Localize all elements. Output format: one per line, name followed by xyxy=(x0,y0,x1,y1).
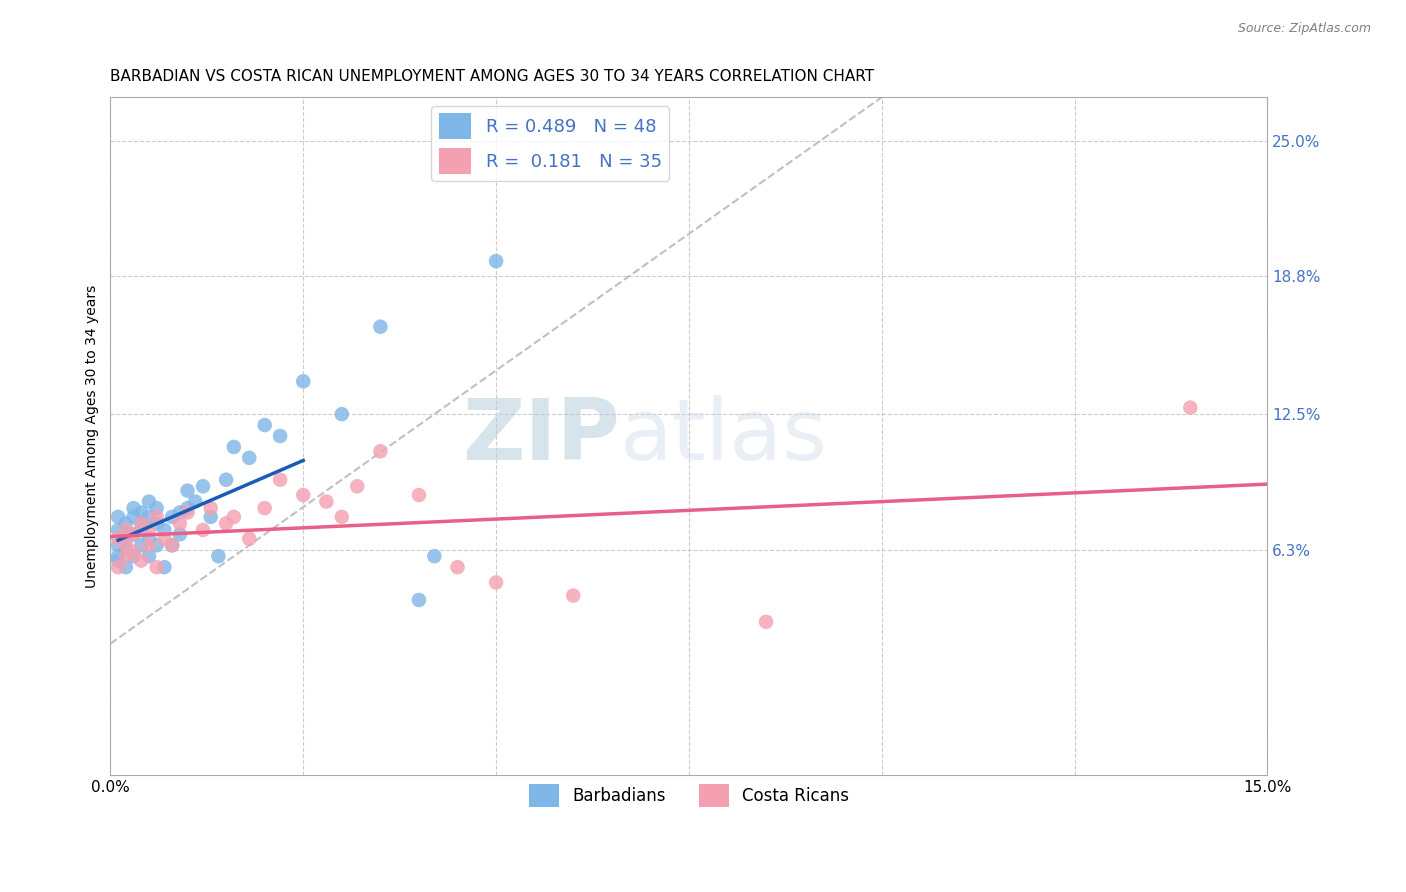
Point xyxy=(269,429,291,443)
Point xyxy=(145,560,167,574)
Point xyxy=(138,549,160,564)
Point xyxy=(115,523,138,537)
Point xyxy=(222,440,245,454)
Point xyxy=(107,538,129,552)
Point xyxy=(115,549,138,564)
Point xyxy=(115,538,138,552)
Point xyxy=(129,516,152,531)
Point xyxy=(129,553,152,567)
Point xyxy=(238,532,260,546)
Point xyxy=(153,560,176,574)
Point xyxy=(122,501,145,516)
Point xyxy=(138,538,160,552)
Point xyxy=(253,501,276,516)
Point xyxy=(408,488,430,502)
Point xyxy=(122,545,145,559)
Point xyxy=(138,509,160,524)
Point xyxy=(129,516,152,531)
Point xyxy=(153,532,176,546)
Point xyxy=(370,444,392,458)
Point xyxy=(107,560,129,574)
Text: ZIP: ZIP xyxy=(461,394,620,477)
Point xyxy=(755,615,778,629)
Point xyxy=(1180,401,1202,415)
Point xyxy=(191,479,214,493)
Point xyxy=(115,527,138,541)
Point xyxy=(207,549,229,564)
Point xyxy=(169,506,191,520)
Point xyxy=(115,542,138,557)
Point xyxy=(160,538,183,552)
Text: atlas: atlas xyxy=(620,394,828,477)
Point xyxy=(346,479,368,493)
Point xyxy=(122,527,145,541)
Point xyxy=(160,509,183,524)
Point xyxy=(129,523,152,537)
Point xyxy=(122,527,145,541)
Point xyxy=(408,593,430,607)
Point xyxy=(176,483,198,498)
Point xyxy=(191,523,214,537)
Point xyxy=(129,538,152,552)
Point xyxy=(184,494,207,508)
Point xyxy=(122,549,145,564)
Point xyxy=(330,407,353,421)
Point xyxy=(238,450,260,465)
Point xyxy=(562,589,585,603)
Point xyxy=(160,538,183,552)
Point xyxy=(215,516,238,531)
Point xyxy=(115,560,138,574)
Point xyxy=(292,375,315,389)
Point xyxy=(269,473,291,487)
Point xyxy=(292,488,315,502)
Legend: Barbadians, Costa Ricans: Barbadians, Costa Ricans xyxy=(522,777,856,814)
Point xyxy=(122,509,145,524)
Point xyxy=(485,254,508,268)
Point xyxy=(107,553,129,567)
Point xyxy=(176,501,198,516)
Point xyxy=(145,516,167,531)
Point xyxy=(222,509,245,524)
Point xyxy=(315,494,337,508)
Text: Source: ZipAtlas.com: Source: ZipAtlas.com xyxy=(1237,22,1371,36)
Point xyxy=(138,532,160,546)
Point xyxy=(138,494,160,508)
Point xyxy=(153,523,176,537)
Point xyxy=(446,560,468,574)
Point xyxy=(115,516,138,531)
Point xyxy=(370,319,392,334)
Point xyxy=(145,509,167,524)
Point xyxy=(169,527,191,541)
Point xyxy=(423,549,446,564)
Point xyxy=(176,506,198,520)
Point xyxy=(200,509,222,524)
Y-axis label: Unemployment Among Ages 30 to 34 years: Unemployment Among Ages 30 to 34 years xyxy=(86,285,100,588)
Point xyxy=(215,473,238,487)
Point xyxy=(169,516,191,531)
Point xyxy=(115,532,138,546)
Point xyxy=(145,501,167,516)
Point xyxy=(129,506,152,520)
Point xyxy=(107,509,129,524)
Point xyxy=(485,575,508,590)
Point xyxy=(107,532,129,546)
Point xyxy=(138,523,160,537)
Point xyxy=(330,509,353,524)
Point xyxy=(200,501,222,516)
Point xyxy=(145,538,167,552)
Point xyxy=(107,549,129,564)
Text: BARBADIAN VS COSTA RICAN UNEMPLOYMENT AMONG AGES 30 TO 34 YEARS CORRELATION CHAR: BARBADIAN VS COSTA RICAN UNEMPLOYMENT AM… xyxy=(111,69,875,84)
Point xyxy=(107,523,129,537)
Point xyxy=(253,418,276,433)
